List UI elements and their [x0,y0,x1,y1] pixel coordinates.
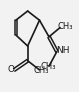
Text: NH: NH [56,46,69,55]
Text: O: O [8,65,15,74]
Text: CH₃: CH₃ [57,22,73,31]
Text: CH₃: CH₃ [33,66,49,75]
Text: CH₃: CH₃ [40,62,56,71]
